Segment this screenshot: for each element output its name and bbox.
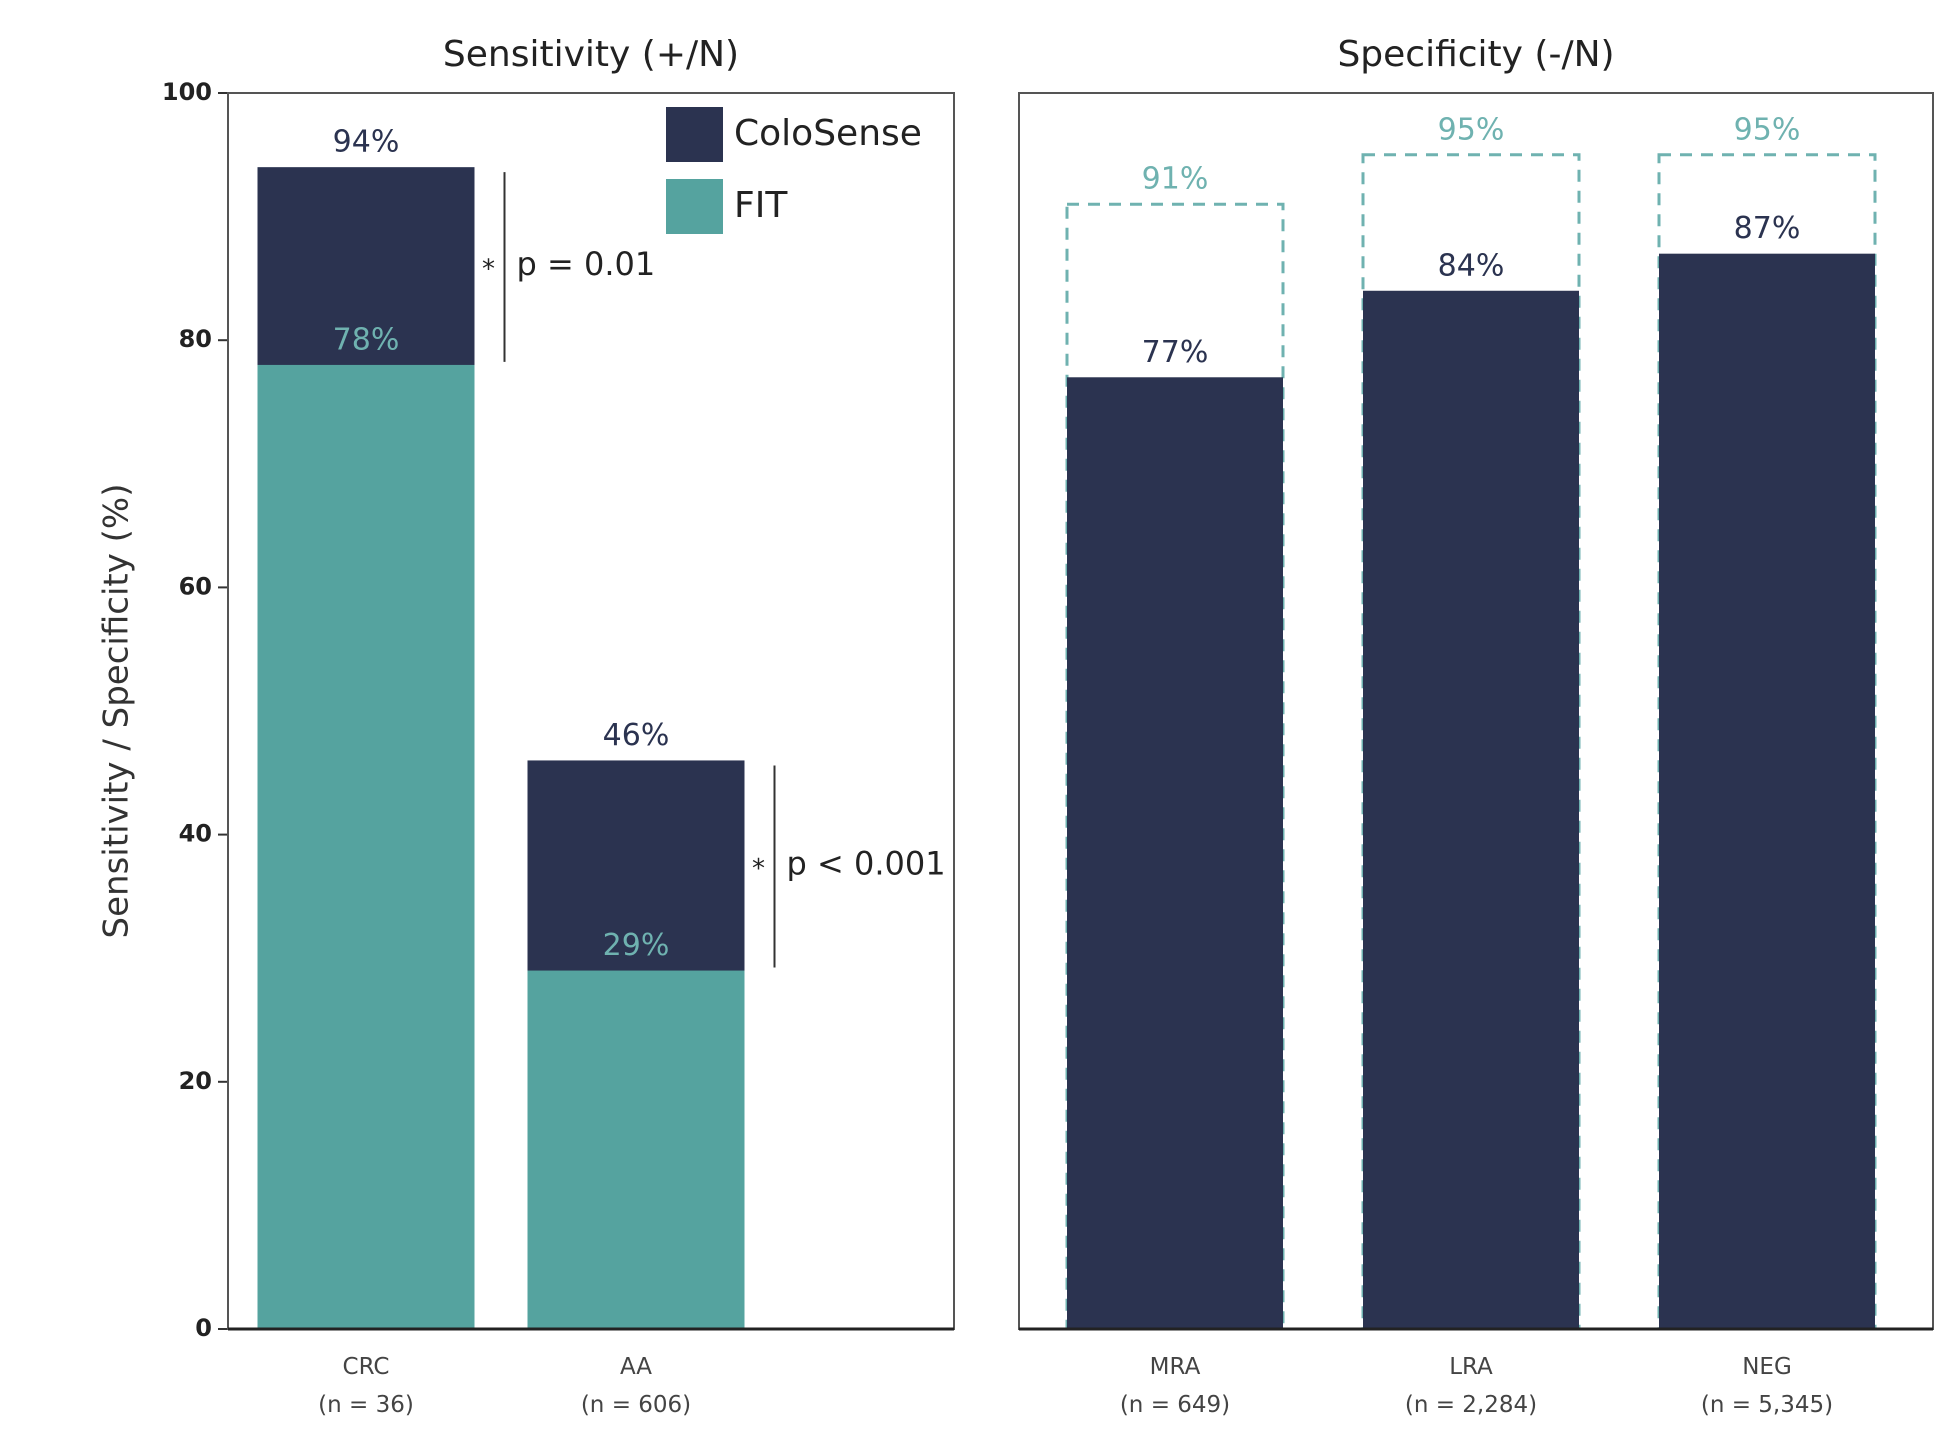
value-label: 95% (1734, 112, 1801, 147)
p-value: p < 0.001 (787, 845, 946, 883)
value-label: 77% (1142, 335, 1209, 370)
bar (1067, 377, 1283, 1329)
x-tick-label-line: (n = 5,345) (1701, 1392, 1833, 1418)
x-tick-label-line: CRC (343, 1354, 390, 1380)
x-tick-label-line: MRA (1150, 1354, 1201, 1380)
x-tick-label-line: (n = 36) (318, 1392, 414, 1418)
value-label: 78% (333, 322, 400, 357)
legend-swatch (666, 107, 723, 162)
legend-label: FIT (734, 185, 788, 226)
y-tick-label: 0 (195, 1314, 212, 1342)
x-tick-label: AA (n = 606) (581, 1354, 691, 1418)
y-tick-label: 60 (179, 572, 212, 600)
y-tick-label: 100 (162, 78, 212, 106)
x-tick-label: NEG (n = 5,345) (1701, 1354, 1833, 1418)
legend-label: ColoSense (734, 113, 922, 154)
y-axis-label: Sensitivity / Specificity (%) (97, 484, 137, 939)
x-tick-label-line: (n = 649) (1120, 1392, 1230, 1418)
value-label: 29% (603, 928, 670, 963)
x-tick-label-line: (n = 2,284) (1405, 1392, 1537, 1418)
y-tick-label: 80 (179, 325, 212, 353)
bar (527, 970, 745, 1329)
value-label: 46% (603, 718, 670, 753)
significance-marker: * (752, 854, 765, 884)
x-tick-label: MRA (n = 649) (1120, 1354, 1230, 1418)
significance-marker: * (482, 255, 495, 285)
x-tick-label: CRC (n = 36) (318, 1354, 414, 1418)
x-tick-label-line: LRA (1449, 1354, 1493, 1380)
value-label: 94% (333, 125, 400, 160)
value-label: 91% (1142, 162, 1209, 197)
y-tick-label: 20 (179, 1067, 212, 1095)
x-tick-label: LRA (n = 2,284) (1405, 1354, 1537, 1418)
p-value: p = 0.01 (517, 245, 656, 283)
chart-title: Sensitivity (+/N) (443, 34, 739, 75)
value-label: 84% (1438, 248, 1505, 283)
value-label: 87% (1734, 211, 1801, 246)
y-tick-label: 40 (179, 820, 212, 848)
legend-swatch (666, 179, 723, 234)
bar (1659, 253, 1875, 1330)
value-label: 95% (1438, 112, 1505, 147)
x-tick-label-line: AA (620, 1354, 652, 1380)
bar (1363, 290, 1579, 1329)
x-tick-label-line: (n = 606) (581, 1392, 691, 1418)
x-tick-label-line: NEG (1742, 1354, 1792, 1380)
bar (257, 364, 475, 1329)
chart-title: Specificity (-/N) (1337, 34, 1614, 75)
